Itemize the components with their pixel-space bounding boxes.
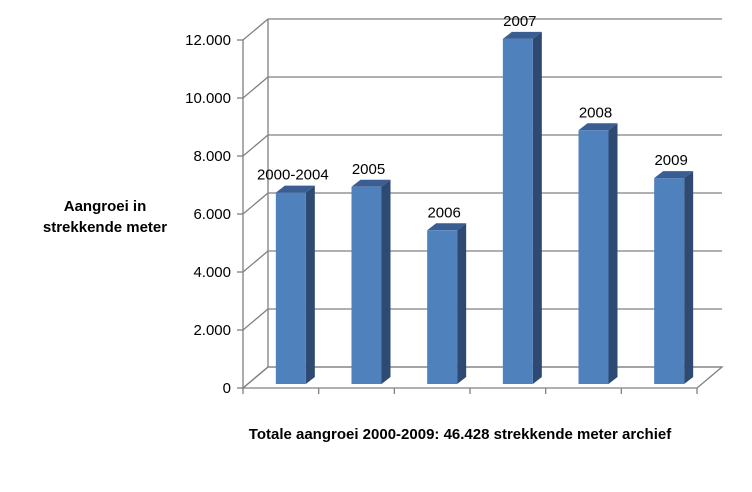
bar-side <box>305 185 315 384</box>
bar-side <box>532 31 542 385</box>
bar-top <box>351 179 391 187</box>
bar-top <box>275 185 315 193</box>
bar <box>275 192 306 384</box>
y-tick-label: 0 <box>223 380 231 397</box>
side-gridline <box>242 134 269 157</box>
bar-top <box>427 223 467 231</box>
bar-side <box>684 171 694 384</box>
y-axis-label: Aangroei in strekkende meter <box>42 198 168 236</box>
y-tick-label: 2.000 <box>193 322 231 339</box>
bar <box>502 38 533 385</box>
data-label: 2007 <box>503 13 536 30</box>
chart-floor <box>241 366 724 389</box>
data-label: 2000-2004 <box>257 167 329 184</box>
side-gridline <box>242 76 269 99</box>
side-gridline <box>242 250 269 273</box>
bar-side <box>457 223 467 384</box>
x-axis-caption: Totale aangroei 2000-2009: 46.428 strekk… <box>248 426 672 443</box>
y-tick-label: 4.000 <box>193 264 231 281</box>
data-label: 2006 <box>427 204 460 221</box>
y-tick-label: 6.000 <box>193 206 231 223</box>
data-label: 2008 <box>579 104 612 121</box>
data-label: 2009 <box>654 152 687 169</box>
bar-side <box>608 123 618 384</box>
bar-top <box>654 171 694 179</box>
bar <box>654 178 685 384</box>
bar-top <box>502 31 542 39</box>
side-gridline <box>242 192 269 215</box>
bar-side <box>381 179 391 384</box>
bar <box>351 186 382 384</box>
bar <box>578 130 609 384</box>
bar-top <box>578 123 618 131</box>
y-tick-label: 12.000 <box>185 32 231 49</box>
side-gridline <box>242 18 269 41</box>
y-tick-label: 10.000 <box>185 90 231 107</box>
bar <box>427 230 458 384</box>
data-label: 2005 <box>352 161 385 178</box>
y-tick-label: 8.000 <box>193 148 231 165</box>
side-gridline <box>242 308 269 331</box>
